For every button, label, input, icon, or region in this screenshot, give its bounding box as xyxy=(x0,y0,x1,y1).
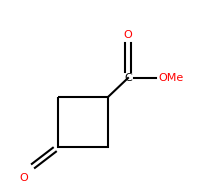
Text: OMe: OMe xyxy=(157,73,182,83)
Text: O: O xyxy=(123,30,132,40)
Text: C: C xyxy=(123,73,131,83)
Text: O: O xyxy=(20,173,28,183)
